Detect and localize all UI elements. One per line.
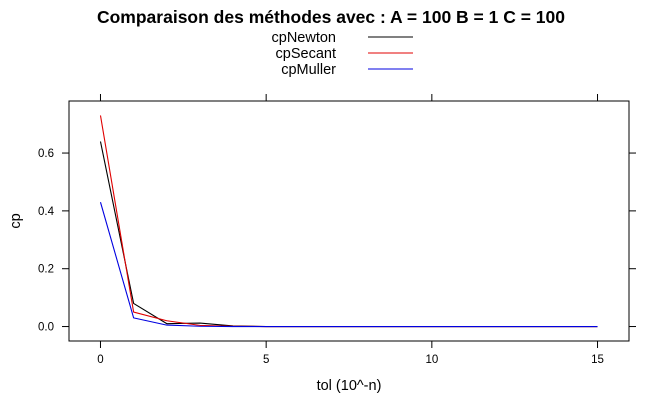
x-tick-label: 15: [591, 354, 604, 366]
x-tick-label: 10: [425, 354, 438, 366]
legend-label: cpSecant: [276, 46, 336, 62]
x-axis: 0 5 10 15: [97, 94, 604, 366]
plot-frame: [68, 100, 630, 342]
y-tick-label: 0.4: [38, 206, 55, 218]
series-line-cpnewton: [99, 141, 598, 328]
y-axis-title: cp: [8, 213, 24, 228]
x-tick-label: 0: [97, 354, 103, 366]
x-tick-label: 5: [263, 354, 269, 366]
series-layer: [99, 115, 598, 328]
legend-label: cpMuller: [281, 62, 336, 78]
chart-title: Comparaison des méthodes avec : A = 100 …: [97, 7, 565, 27]
legend-label: cpNewton: [272, 30, 336, 46]
y-tick-label: 0.2: [38, 264, 54, 276]
y-tick-label: 0.6: [38, 148, 54, 160]
series-line-cpsecant: [99, 115, 598, 328]
series-line-cpmuller: [99, 202, 598, 328]
x-axis-title: tol (10^-n): [317, 378, 382, 394]
y-tick-label: 0.0: [38, 322, 54, 334]
y-axis: 0.0 0.2 0.4 0.6: [38, 148, 636, 334]
